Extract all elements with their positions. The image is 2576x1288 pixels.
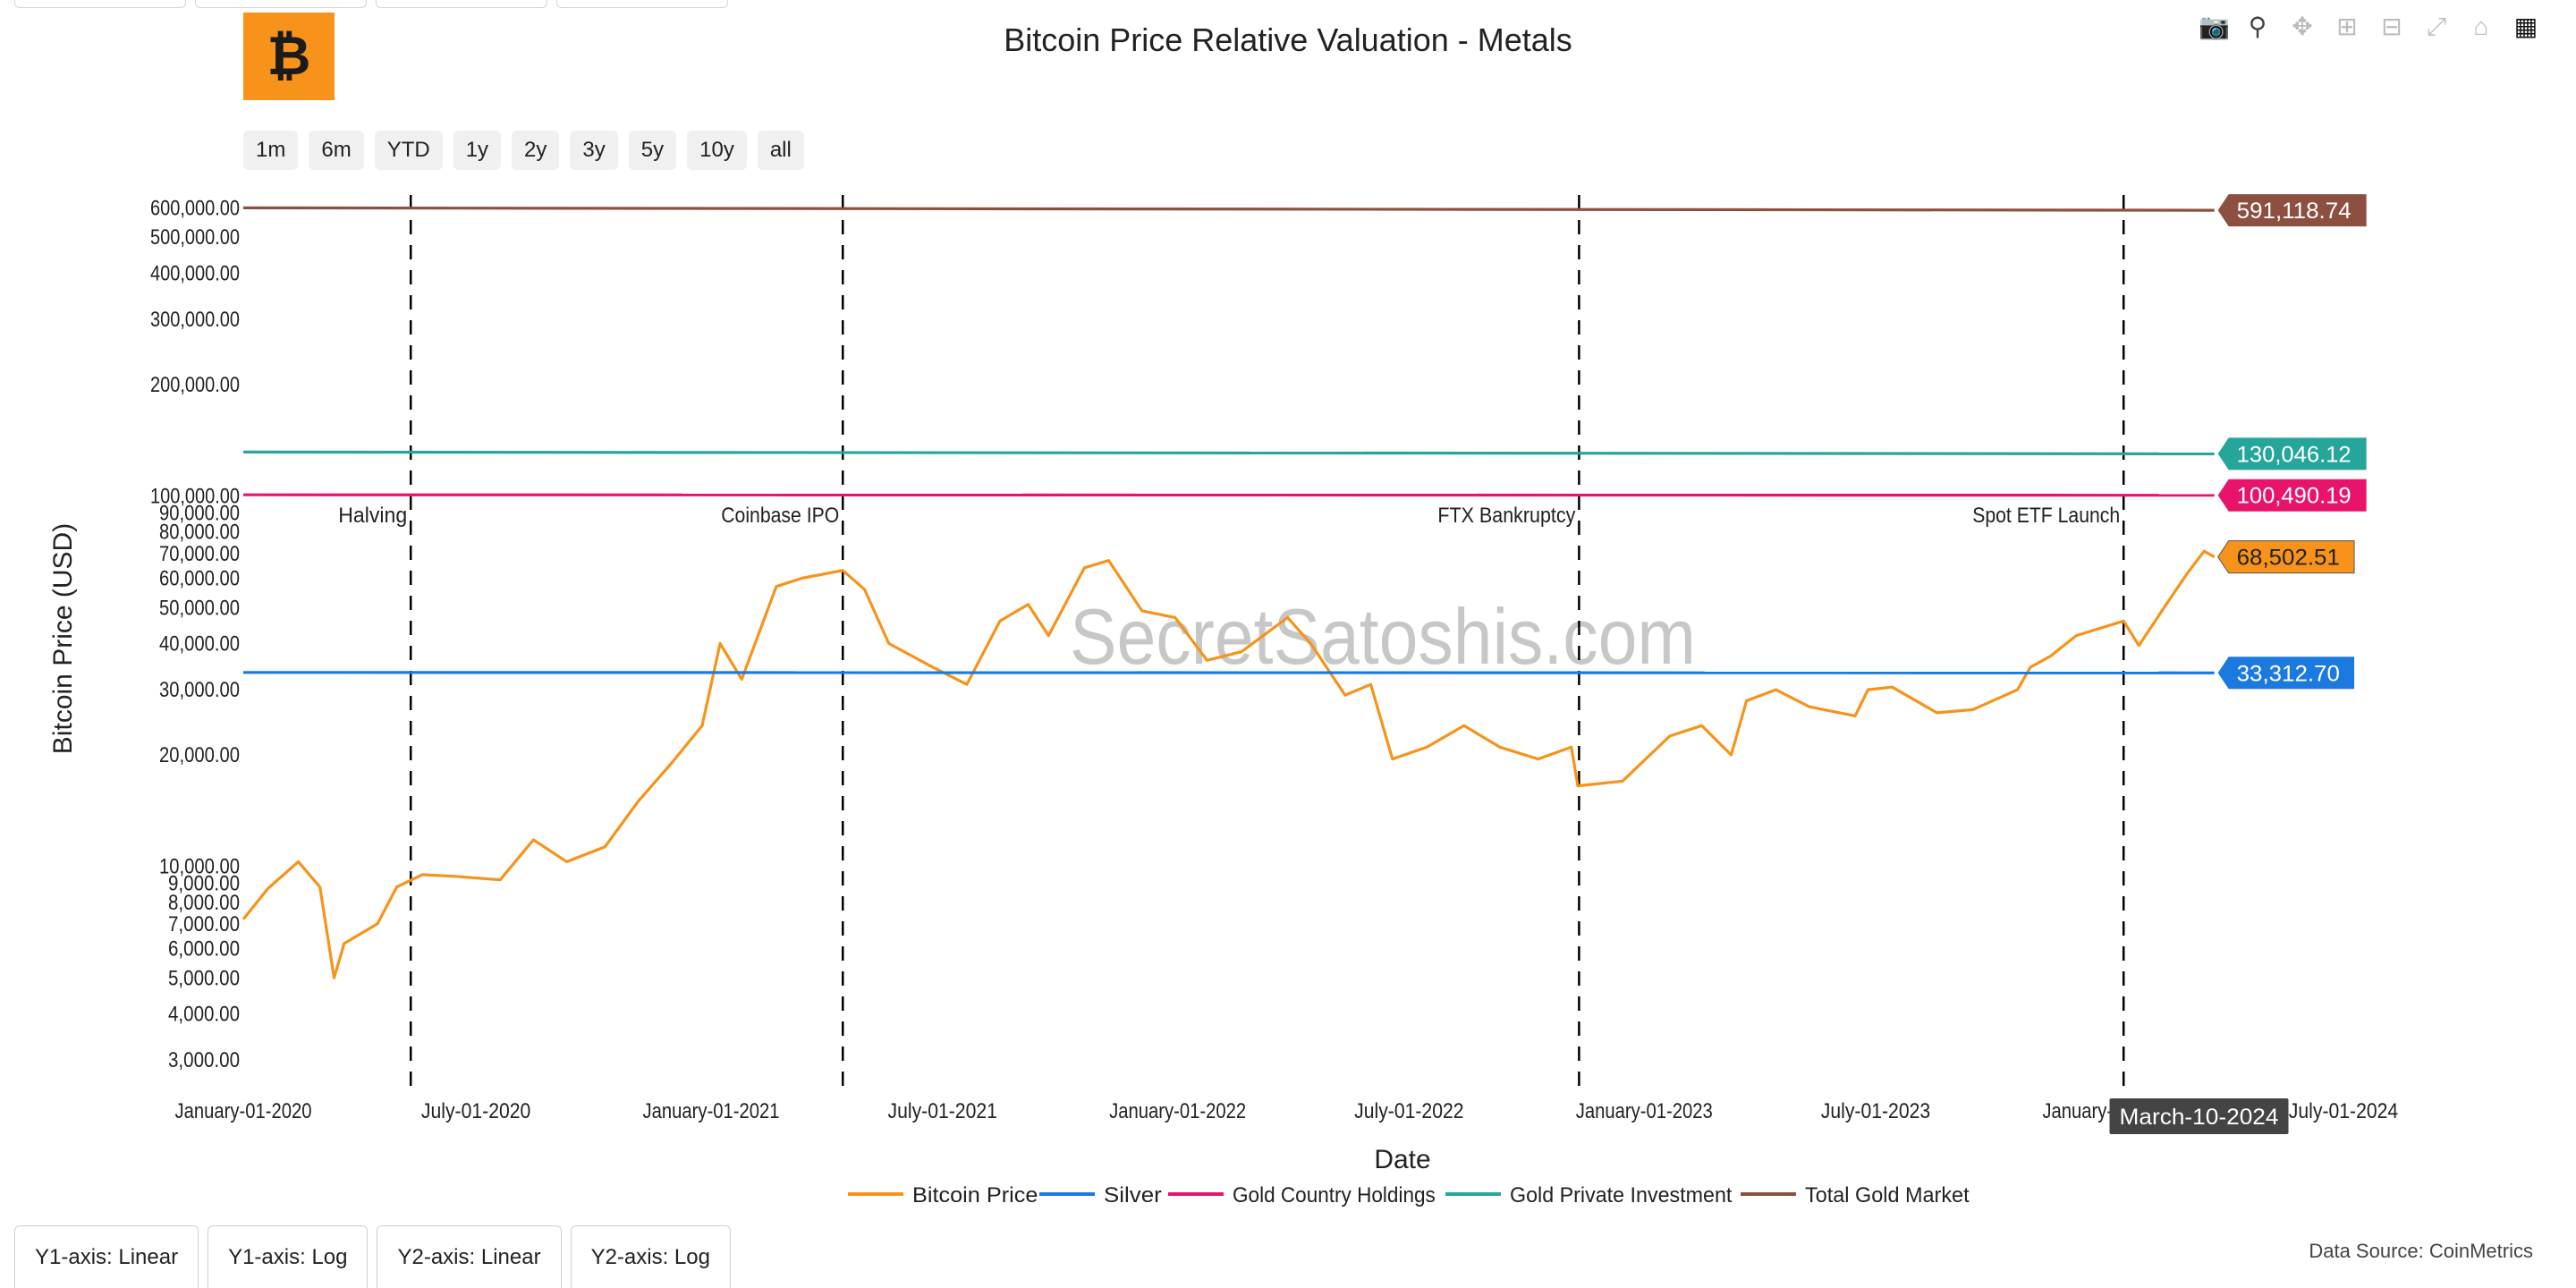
modebar: 📷 ⚲ ✥ ⊞ ⊟ ⤢ ⌂ ▦ — [2199, 13, 2540, 41]
y-tick-label: 400,000.00 — [150, 261, 240, 285]
top-tab[interactable] — [195, 0, 367, 8]
x-tick-label: January-01-2023 — [1576, 1099, 1713, 1123]
legend-entry: Total Gold Market — [1805, 1183, 1970, 1208]
reset-axes-icon[interactable]: ⌂ — [2473, 13, 2489, 40]
y-tick-label: 20,000.00 — [159, 743, 240, 767]
chart-plot[interactable]: SecretSatoshis.com Halving Coinbase IPO FT… — [0, 0, 2576, 1225]
autoscale-icon[interactable]: ⤢ — [2426, 13, 2447, 40]
y2-linear-button[interactable]: Y2-axis: Linear — [377, 1225, 562, 1288]
end-label-box — [2217, 540, 2355, 574]
top-tab[interactable] — [14, 0, 186, 8]
x-tick-label: July-01-2024 — [2289, 1099, 2398, 1123]
plotly-logo-icon[interactable]: ▦ — [2513, 13, 2538, 40]
range-selector: 1m 6m YTD 1y 2y 3y 5y 10y all — [243, 131, 804, 170]
x-tick-label: January-01-2022 — [1109, 1099, 1246, 1123]
zoom-icon[interactable]: ⚲ — [2248, 13, 2267, 40]
x-axis-title: Date — [1374, 1145, 1430, 1174]
camera-icon[interactable]: 📷 — [2199, 13, 2230, 40]
top-tab-strip — [14, 0, 728, 8]
y-tick-label: 50,000.00 — [159, 596, 240, 620]
y-tick-label: 90,000.00 — [159, 502, 240, 526]
zoom-out-icon[interactable]: ⊟ — [2381, 13, 2402, 40]
pan-icon[interactable]: ✥ — [2292, 13, 2313, 40]
event-label: FTX Bankruptcy — [1437, 504, 1575, 528]
y-tick-label: 6,000.00 — [168, 937, 240, 962]
y1-linear-button[interactable]: Y1-axis: Linear — [14, 1225, 199, 1288]
x-tick-label: January-01-2021 — [643, 1099, 780, 1123]
y-tick-label: 5,000.00 — [168, 966, 240, 990]
event-label: Coinbase IPO — [721, 504, 839, 528]
range-button-10y[interactable]: 10y — [687, 131, 747, 170]
event-label: Halving — [338, 504, 407, 528]
legend-entry: Silver — [1104, 1183, 1162, 1208]
y-tick-label: 60,000.00 — [159, 566, 240, 590]
legend-entry: Gold Private Investment — [1510, 1183, 1733, 1208]
end-label-value: 591,118.74 — [2237, 199, 2351, 224]
y-tick-label: 300,000.00 — [150, 308, 240, 332]
legend-entry: Gold Country Holdings — [1233, 1183, 1436, 1208]
end-label-value: 130,046.12 — [2237, 442, 2351, 467]
hover-label: March-10-2024 — [2120, 1105, 2279, 1130]
end-label-box — [2217, 437, 2367, 470]
x-tick-label: July-01-2020 — [421, 1099, 530, 1123]
y-tick-label: 30,000.00 — [159, 678, 240, 702]
x-tick-label: July-01-2021 — [888, 1099, 997, 1123]
y-tick-label: 9,000.00 — [168, 872, 240, 896]
y1-log-button[interactable]: Y1-axis: Log — [208, 1225, 369, 1288]
end-label-box — [2217, 194, 2367, 227]
end-label-box — [2217, 657, 2355, 690]
y-tick-label: 7,000.00 — [168, 912, 240, 936]
y-tick-label: 80,000.00 — [159, 521, 240, 545]
zoom-in-icon[interactable]: ⊞ — [2336, 13, 2358, 40]
y-tick-label: 3,000.00 — [168, 1048, 240, 1072]
range-button-1m[interactable]: 1m — [243, 131, 299, 170]
range-button-all[interactable]: all — [757, 131, 804, 170]
end-label-value: 33,312.70 — [2237, 661, 2340, 686]
range-button-6m[interactable]: 6m — [309, 131, 364, 170]
y-tick-label: 600,000.00 — [150, 196, 240, 220]
y2-log-button[interactable]: Y2-axis: Log — [570, 1225, 731, 1288]
y-tick-label: 10,000.00 — [159, 855, 240, 879]
y-tick-label: 100,000.00 — [150, 485, 240, 509]
y-tick-label: 40,000.00 — [159, 631, 240, 656]
y-tick-label: 70,000.00 — [159, 542, 240, 566]
series-line — [242, 493, 2215, 497]
hover-label-box — [2109, 1098, 2289, 1134]
range-button-5y[interactable]: 5y — [628, 131, 677, 170]
range-button-1y[interactable]: 1y — [453, 131, 502, 170]
range-button-ytd[interactable]: YTD — [374, 131, 443, 170]
series-line — [242, 671, 2215, 674]
end-label-value: 100,490.19 — [2237, 484, 2351, 509]
y-tick-label: 4,000.00 — [168, 1002, 240, 1026]
y-axis-title: Bitcoin Price (USD) — [48, 523, 78, 754]
chart-title: Bitcoin Price Relative Valuation - Metal… — [1004, 21, 1572, 58]
legend-entry: Bitcoin Price — [912, 1183, 1038, 1208]
series-line — [242, 549, 2216, 979]
y-tick-label: 200,000.00 — [150, 373, 240, 397]
x-tick-label: July-01-2023 — [1821, 1099, 1930, 1123]
y-tick-label: 500,000.00 — [150, 225, 240, 250]
bitcoin-logo-glyph: ₿ — [267, 26, 311, 86]
range-button-3y[interactable]: 3y — [570, 131, 618, 170]
watermark: SecretSatoshis.com — [1070, 592, 1696, 681]
top-tab[interactable] — [556, 0, 728, 8]
x-tick-label: July-01-2022 — [1354, 1099, 1463, 1123]
bitcoin-logo: ₿ — [243, 13, 335, 100]
end-label-value: 68,502.51 — [2237, 546, 2340, 571]
series-line — [242, 206, 2215, 212]
end-label-box — [2217, 479, 2367, 512]
axis-toggle-bar: Y1-axis: Linear Y1-axis: Log Y2-axis: Li… — [14, 1225, 731, 1288]
top-tab[interactable] — [376, 0, 547, 8]
range-button-2y[interactable]: 2y — [512, 131, 560, 170]
y-tick-label: 8,000.00 — [168, 891, 240, 915]
x-tick-label: January-01-2020 — [175, 1099, 312, 1123]
series-line — [242, 450, 2215, 455]
event-label: Spot ETF Launch — [1972, 504, 2120, 528]
data-source-note: Data Source: CoinMetrics — [2309, 1240, 2533, 1262]
